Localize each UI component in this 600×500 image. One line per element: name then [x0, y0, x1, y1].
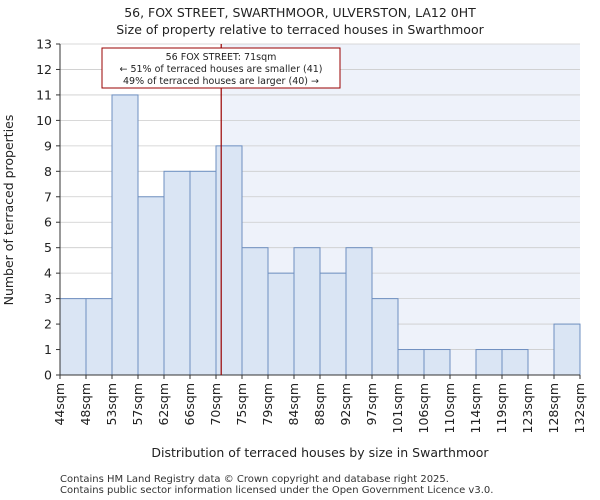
- x-tick-label: 84sqm: [286, 383, 301, 426]
- y-tick-label: 6: [44, 215, 52, 230]
- x-tick-label: 101sqm: [390, 383, 405, 433]
- y-tick-label: 5: [44, 240, 52, 255]
- x-tick-label: 110sqm: [442, 383, 457, 433]
- bar-114sqm: [475, 349, 503, 376]
- bar-92sqm: [345, 247, 373, 376]
- y-tick-label: 3: [44, 291, 52, 306]
- x-tick-label: 70sqm: [208, 383, 223, 426]
- annotation-line-3: 49% of terraced houses are larger (40) →: [123, 76, 319, 87]
- x-tick-label: 57sqm: [130, 383, 145, 426]
- x-tick-label: 128sqm: [546, 383, 561, 433]
- annotation-box: 56 FOX STREET: 71sqm ← 51% of terraced h…: [101, 47, 341, 89]
- bar-101sqm: [397, 349, 425, 376]
- y-tick-label: 2: [44, 317, 52, 332]
- x-tick-label: 48sqm: [78, 383, 93, 426]
- x-tick-label: 106sqm: [416, 383, 431, 433]
- y-tick-label: 8: [44, 164, 52, 179]
- bar-66sqm: [189, 170, 217, 376]
- bar-75sqm: [241, 247, 269, 376]
- y-axis-label: Number of terraced properties: [1, 115, 16, 306]
- annotation-border: [101, 47, 341, 89]
- x-tick-label: 114sqm: [468, 383, 483, 433]
- x-tick-label: 88sqm: [312, 383, 327, 426]
- x-tick-label: 62sqm: [156, 383, 171, 426]
- bar-97sqm: [371, 298, 399, 376]
- y-tick-label: 12: [36, 62, 52, 77]
- bar-62sqm: [163, 170, 191, 376]
- bar-48sqm: [85, 298, 113, 376]
- y-tick-label: 11: [36, 87, 52, 102]
- x-tick-label: 75sqm: [234, 383, 249, 426]
- chart-subtitle: Size of property relative to terraced ho…: [116, 22, 484, 37]
- bar-44sqm: [59, 298, 87, 376]
- annotation-line-2: ← 51% of terraced houses are smaller (41…: [119, 64, 322, 75]
- y-tick-label: 10: [36, 113, 52, 128]
- bar-84sqm: [293, 247, 321, 376]
- bar-79sqm: [267, 272, 295, 376]
- x-tick-label: 44sqm: [52, 383, 67, 426]
- x-tick-label: 123sqm: [520, 383, 535, 433]
- histogram-chart: 44sqm 48sqm 53sqm 57sqm 62sqm 66sqm 70sqm 75sqm…: [1, 37, 587, 461]
- x-tick-label: 119sqm: [494, 383, 509, 433]
- x-tick-label: 79sqm: [260, 383, 275, 426]
- y-tick-label: 1: [44, 342, 52, 357]
- bar-106sqm: [423, 349, 451, 376]
- bar-128sqm: [553, 323, 581, 376]
- y-tick-label: 0: [44, 368, 52, 383]
- x-axis-label: Distribution of terraced houses by size …: [151, 445, 489, 460]
- bar-88sqm: [319, 272, 347, 376]
- y-tick-label: 13: [36, 37, 52, 52]
- y-tick-label: 4: [44, 266, 52, 281]
- footer-copyright: Contains HM Land Registry data © Crown c…: [60, 474, 449, 485]
- annotation-line-1: 56 FOX STREET: 71sqm: [166, 52, 277, 63]
- chart-title: 56, FOX STREET, SWARTHMOOR, ULVERSTON, L…: [124, 5, 476, 20]
- bar-57sqm: [137, 196, 165, 376]
- bar-70sqm: [215, 145, 243, 376]
- x-tick-label: 53sqm: [104, 383, 119, 426]
- footer-licence: Contains public sector information licen…: [60, 485, 494, 496]
- x-tick-label: 92sqm: [338, 383, 353, 426]
- y-tick-label: 7: [44, 189, 52, 204]
- x-tick-label: 132sqm: [572, 383, 587, 433]
- y-tick-label: 9: [44, 138, 52, 153]
- bar-53sqm: [111, 94, 139, 376]
- x-tick-label: 97sqm: [364, 383, 379, 426]
- x-tick-label: 66sqm: [182, 383, 197, 426]
- bar-119sqm: [501, 349, 529, 376]
